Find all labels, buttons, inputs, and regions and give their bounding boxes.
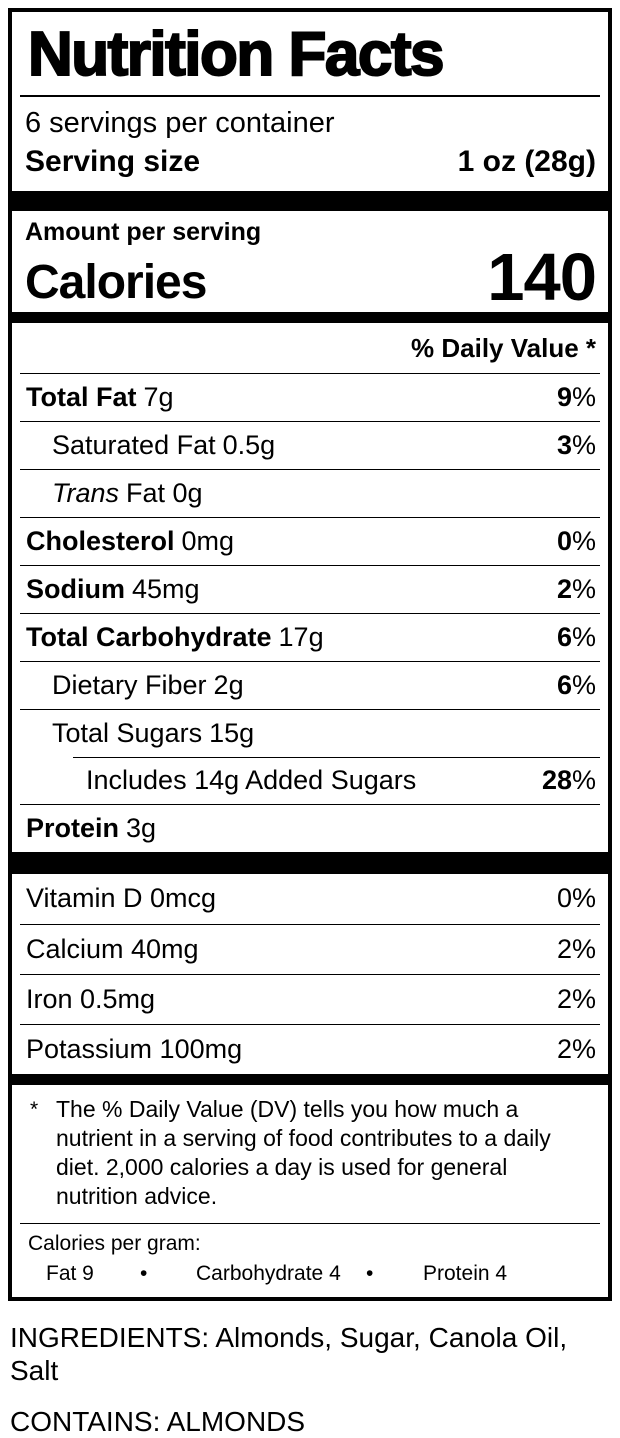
daily-value: 9%: [556, 381, 596, 412]
vitamin-name: Potassium 100mg: [26, 1033, 243, 1064]
footnote-asterisk: *: [30, 1097, 39, 1121]
nutrient-name: Cholesterol: [26, 526, 175, 557]
nutrient-name: Saturated Fat: [52, 430, 216, 461]
daily-value: 2%: [556, 1033, 596, 1064]
nutrient-amount: 0.5g: [222, 430, 276, 461]
calories-value: 140: [487, 240, 597, 316]
calories-per-gram-heading: Calories per gram:: [28, 1232, 201, 1256]
nutrient-amount: 7g: [143, 381, 174, 412]
daily-value: 3%: [556, 430, 596, 461]
nutrient-name: Total Sugars: [52, 718, 203, 749]
bullet-separator: •: [140, 1261, 148, 1285]
footnote-line: nutrient in a serving of food contribute…: [56, 1124, 551, 1151]
nutrition-facts-panel: Nutrition Facts 6 servings per container…: [8, 8, 612, 1301]
thick-divider-bar: [12, 852, 608, 875]
vitamin-row-calcium: Calcium 40mg 2%: [20, 923, 600, 974]
nutrient-amount: 17g: [278, 622, 324, 653]
calories-per-gram-section: Calories per gram: Fat 9 • Carbohydrate …: [20, 1223, 600, 1296]
serving-size-row: Serving size 1 oz (28g): [25, 143, 596, 181]
nutrient-row-total-sugars: Total Sugars 15g: [20, 709, 600, 757]
nutrient-row-total-carbohydrate: Total Carbohydrate 17g 6%: [20, 613, 600, 661]
nutrient-row-sodium: Sodium 45mg 2%: [20, 565, 600, 613]
nutrient-row-added-sugars: Includes 14g Added Sugars 28%: [20, 757, 600, 804]
calories-row: Calories 140: [25, 240, 597, 316]
nutrient-amount: 45mg: [132, 574, 200, 605]
nutrient-name: Total Fat: [26, 381, 137, 412]
nutrient-amount: Fat 0g: [126, 478, 203, 509]
nutrient-name: Sodium: [26, 574, 125, 605]
bullet-separator: •: [366, 1261, 374, 1285]
daily-value-header: % Daily Value *: [411, 332, 596, 363]
vitamin-row-potassium: Potassium 100mg 2%: [20, 1023, 600, 1074]
daily-value-footnote: * The % Daily Value (DV) tells you how m…: [20, 1085, 600, 1224]
calories-per-gram-values: Fat 9 • Carbohydrate 4 • Protein 4: [28, 1261, 600, 1287]
nutrient-amount: 0mg: [181, 526, 235, 557]
nutrient-row-saturated-fat: Saturated Fat 0.5g 3%: [20, 421, 600, 469]
daily-value: 6%: [556, 670, 596, 701]
medium-divider-bar: [12, 1073, 608, 1085]
daily-value: 6%: [556, 622, 596, 653]
nutrient-row-trans-fat: Trans Fat 0g: [20, 469, 600, 517]
nutrient-name: Total Carbohydrate: [26, 622, 272, 653]
vitamin-name: Vitamin D 0mcg: [26, 883, 217, 914]
daily-value: 2%: [556, 574, 596, 605]
medium-divider-bar: [12, 311, 608, 323]
vitamin-name: Calcium 40mg: [26, 933, 199, 964]
daily-value: 2%: [556, 933, 596, 964]
servings-per-container: 6 servings per container: [25, 107, 335, 140]
serving-info-section: 6 servings per container Serving size 1 …: [20, 97, 600, 191]
nutrient-amount: 15g: [209, 718, 255, 749]
ingredients-line: INGREDIENTS: Almonds, Sugar, Canola Oil,…: [10, 1321, 568, 1387]
nutrient-row-dietary-fiber: Dietary Fiber 2g 6%: [20, 661, 600, 709]
amount-per-serving-label: Amount per serving: [25, 217, 262, 246]
daily-value: 2%: [556, 983, 596, 1014]
vitamin-name: Iron 0.5mg: [26, 983, 156, 1014]
nutrient-name: Dietary Fiber: [52, 670, 207, 701]
nutrient-name: Includes 14g Added Sugars: [86, 765, 417, 796]
calories-label: Calories: [25, 256, 207, 310]
nutrient-row-cholesterol: Cholesterol 0mg 0%: [20, 517, 600, 565]
footnote-line: diet. 2,000 calories a day is used for g…: [56, 1154, 508, 1181]
nutrient-amount: 2g: [213, 670, 244, 701]
serving-size-label: Serving size: [25, 145, 201, 179]
daily-value: 28%: [541, 765, 596, 796]
serving-size-value: 1 oz (28g): [457, 145, 596, 179]
thick-divider-bar: [12, 190, 608, 211]
nutrient-name: Protein: [26, 813, 120, 844]
carbohydrate-per-gram: Carbohydrate 4: [196, 1261, 341, 1285]
vitamin-row-iron: Iron 0.5mg 2%: [20, 973, 600, 1024]
nutrition-facts-title: Nutrition Facts: [20, 12, 600, 98]
daily-value: 0%: [556, 526, 596, 557]
nutrient-row-total-fat: Total Fat 7g 9%: [20, 372, 600, 421]
footnote-line: nutrition advice.: [56, 1183, 218, 1210]
protein-per-gram: Protein 4: [423, 1261, 508, 1285]
calories-section: Amount per serving Calories 140: [20, 211, 600, 312]
vitamin-row-vitamin-d: Vitamin D 0mcg 0%: [20, 874, 600, 923]
fat-per-gram: Fat 9: [46, 1261, 94, 1285]
daily-value: 0%: [556, 883, 596, 914]
contains-line: CONTAINS: ALMONDS: [10, 1405, 306, 1437]
nutrient-amount: 3g: [126, 813, 157, 844]
nutrient-name: Trans: [52, 478, 120, 509]
nutrient-row-protein: Protein 3g: [20, 804, 600, 852]
footnote-line: The % Daily Value (DV) tells you how muc…: [56, 1095, 519, 1122]
